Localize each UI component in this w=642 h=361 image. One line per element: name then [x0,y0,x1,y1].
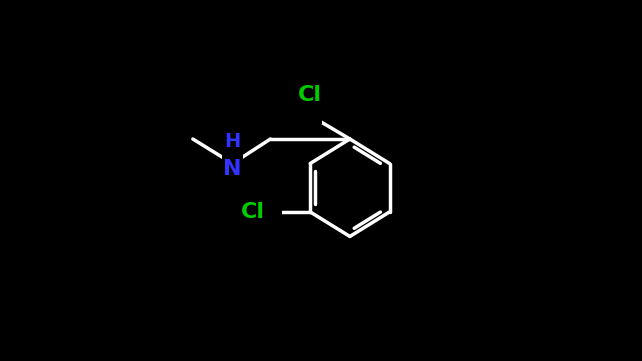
Text: N: N [223,159,242,179]
FancyBboxPatch shape [259,204,282,220]
FancyBboxPatch shape [221,152,243,175]
FancyBboxPatch shape [299,107,322,123]
Text: H: H [225,132,241,151]
Text: Cl: Cl [241,202,265,222]
Text: Cl: Cl [298,85,322,105]
